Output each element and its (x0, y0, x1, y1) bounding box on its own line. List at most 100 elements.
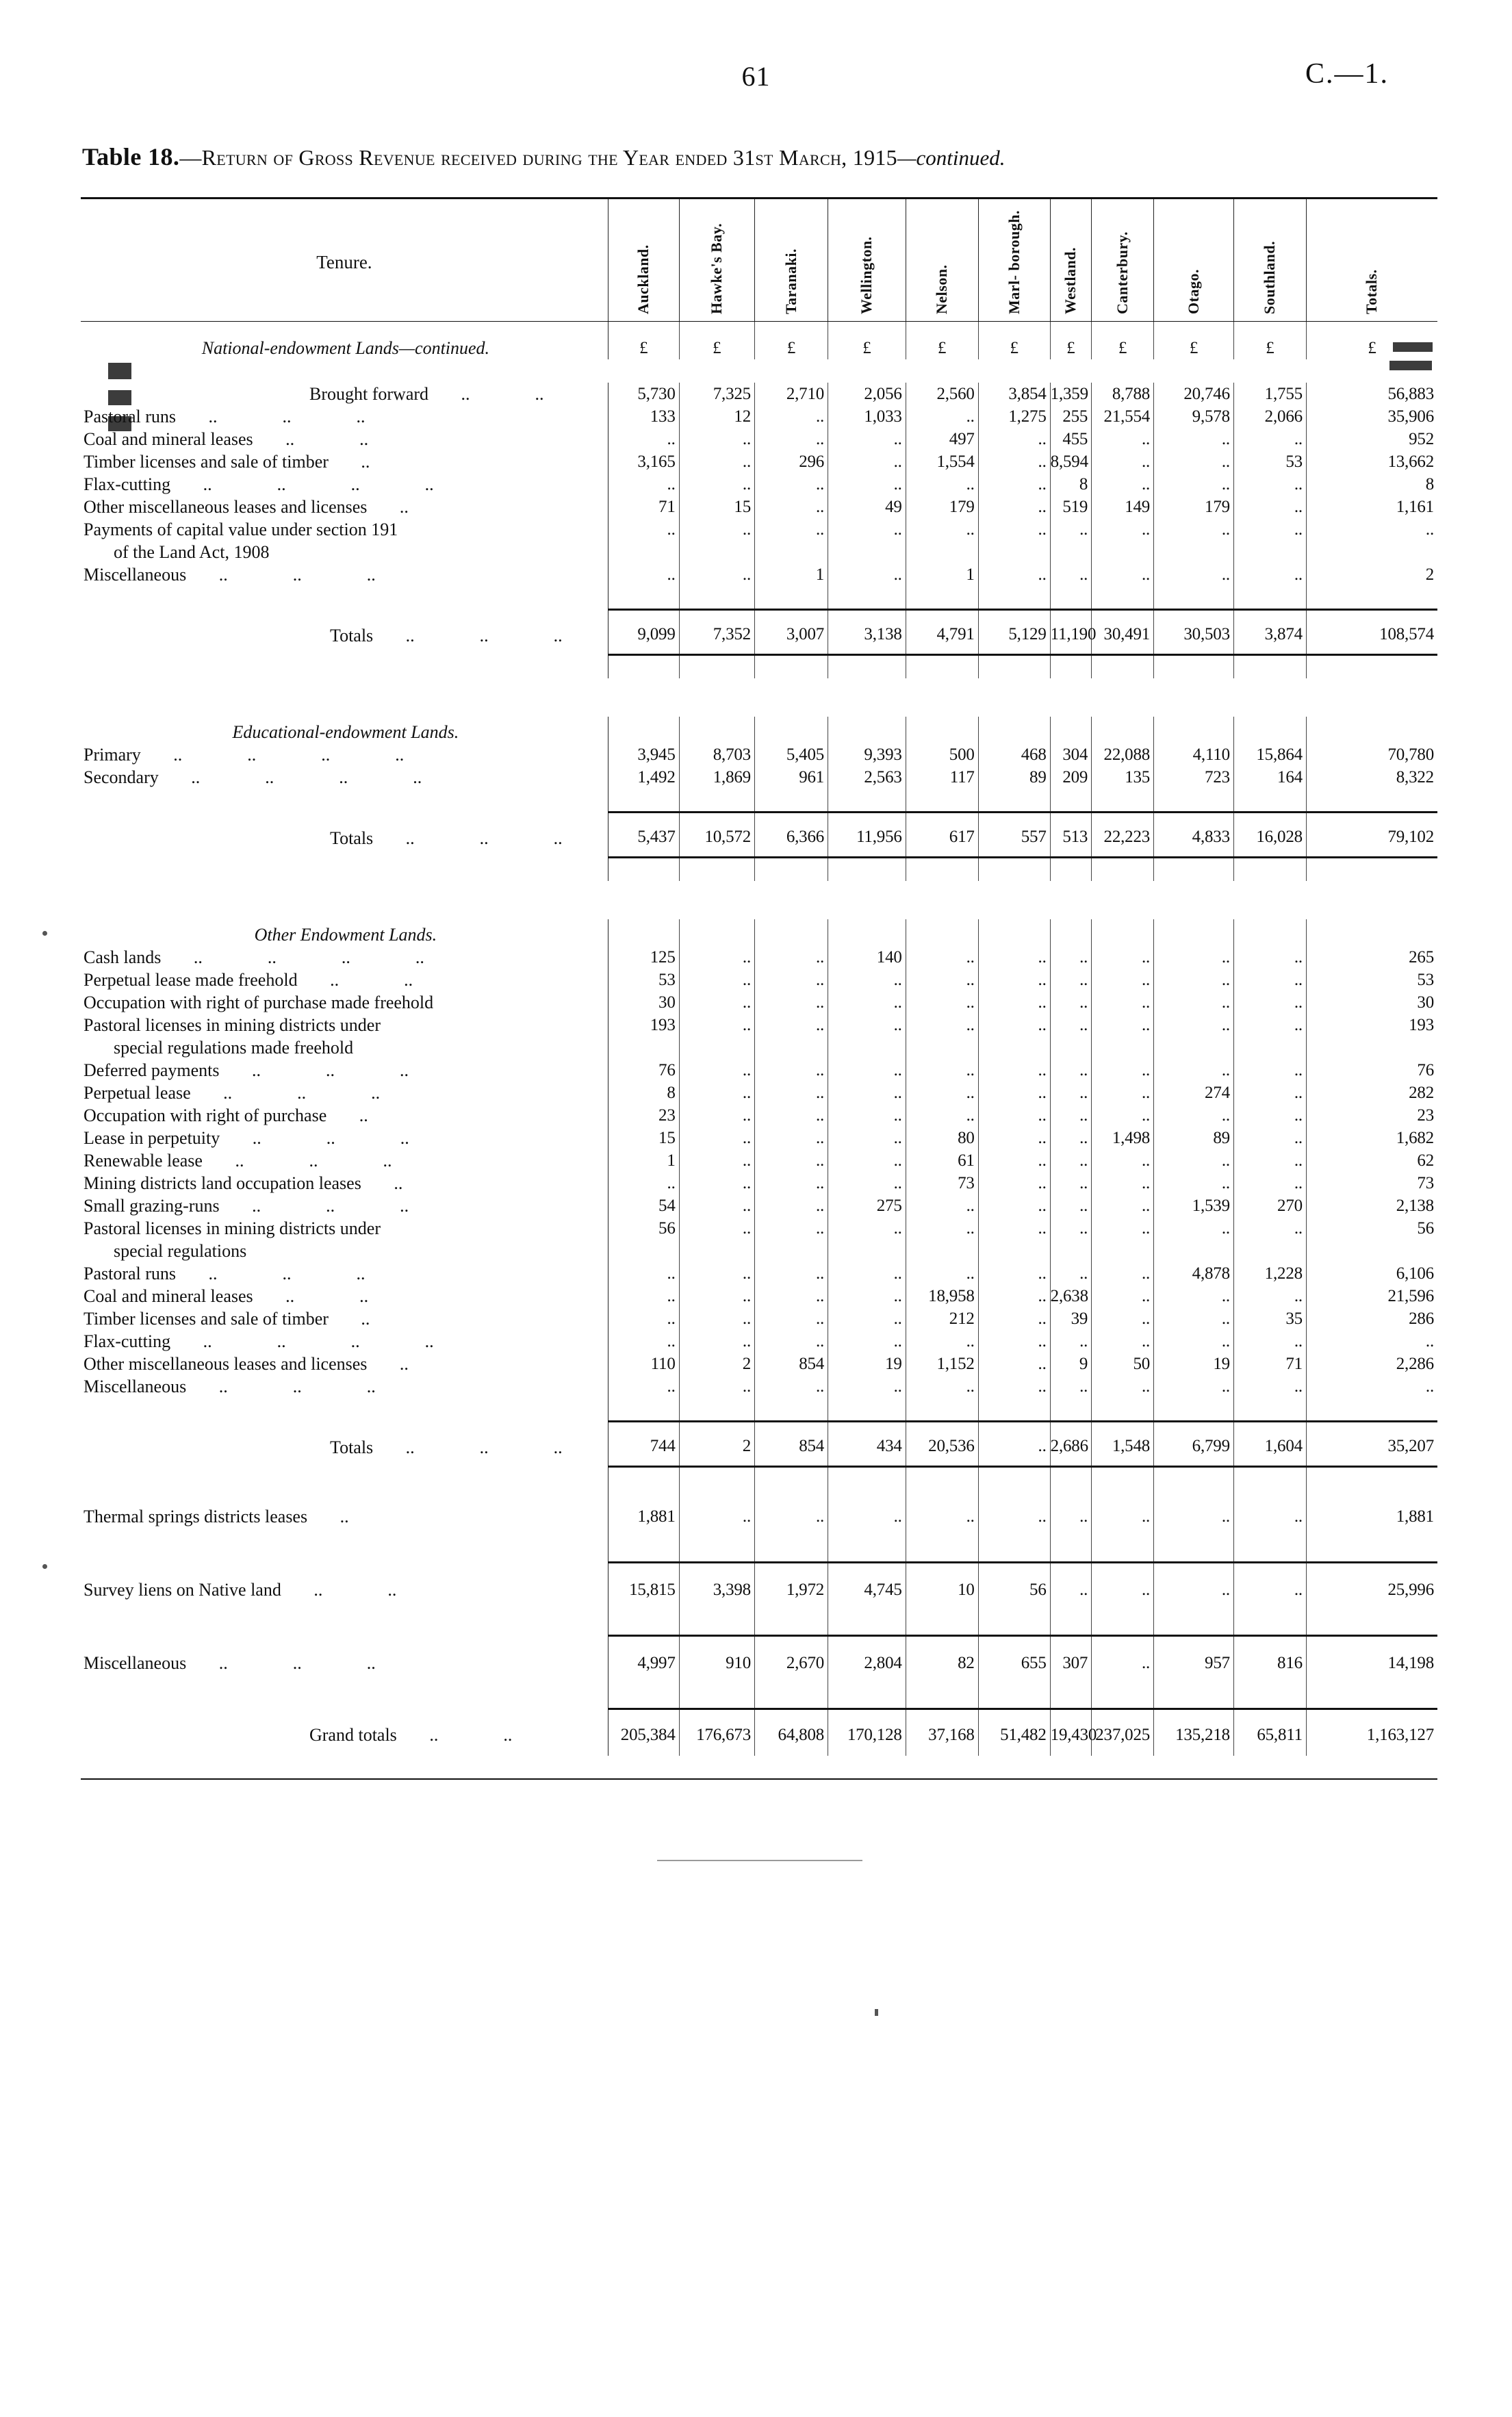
table-cell-value: .. (754, 946, 828, 969)
table-cell-value: .. (754, 1059, 828, 1082)
table-cell-empty (1153, 1240, 1234, 1262)
table-cell-empty (1154, 359, 1234, 383)
table-cell-value: 1,161 (1305, 496, 1437, 518)
table-cell-value: 8 (1049, 473, 1092, 496)
row-rule (81, 1539, 1437, 1563)
row-rule (81, 1685, 1437, 1710)
table-cell-value: .. (1153, 450, 1234, 473)
table-cell-value: .. (1049, 1127, 1092, 1149)
totals-value: 30,491 (1091, 609, 1154, 655)
table-cell-empty (905, 1036, 979, 1059)
table-cell-value: .. (1091, 1635, 1154, 1685)
scan-artifact-dot (42, 931, 47, 936)
table-cell-value: 10 (905, 1562, 979, 1612)
table-cell-value: .. (754, 473, 828, 496)
table-cell-value: 89 (977, 766, 1051, 789)
table-cell-value: 8,594 (1049, 450, 1092, 473)
table-cell-value: 135 (1091, 766, 1154, 789)
row-rule-cell (905, 1685, 979, 1710)
table-cell-value: 23 (607, 1104, 680, 1127)
header-label: Southland. (1261, 240, 1279, 314)
table-cell-empty (678, 1036, 755, 1059)
table-cell-value: 18,958 (905, 1285, 979, 1307)
section-rule (977, 654, 1051, 678)
totals-value: 617 (905, 812, 979, 858)
table-cell-empty (1049, 541, 1092, 563)
row-label: Brought forward.... (309, 384, 544, 404)
section-rule (977, 1466, 1051, 1490)
table-cell-empty (1091, 717, 1154, 743)
closing-rule-cell (1233, 1756, 1307, 1780)
table-cell-value: .. (977, 1127, 1051, 1149)
section-totals-row: Totals...... 5,437 10,572 6,366 11,956 617 557… (81, 812, 1437, 858)
table-cell-empty (678, 541, 755, 563)
section-rule (607, 856, 680, 881)
table-cell-value: 179 (1153, 496, 1234, 518)
column-header-auckland: Auckland. (607, 197, 680, 322)
table-cell-value: .. (1091, 1217, 1154, 1240)
section-rule (607, 586, 680, 611)
header-label: Totals. (1363, 269, 1381, 314)
row-rule (81, 1612, 1437, 1637)
table-cell-empty (828, 359, 906, 383)
table-cell-empty (1306, 881, 1437, 919)
row-label-continued: special regulations made freehold (114, 1038, 354, 1058)
closing-rule-cell (1153, 1756, 1234, 1780)
table-cell-value: .. (977, 1172, 1051, 1194)
table-cell-value: .. (905, 1014, 979, 1036)
section-rule (1153, 789, 1234, 813)
table-cell-value: 117 (905, 766, 979, 789)
table-cell-value: 1,869 (678, 766, 755, 789)
totals-value: 20,536 (905, 1421, 979, 1467)
grand-totals-row: Grand totals.... 205,384 176,673 64,808 170,… (81, 1709, 1437, 1756)
table-row: Pastoral licenses in mining districts un… (81, 1217, 1437, 1240)
table-cell-value: 62 (1305, 1149, 1437, 1172)
table-cell-value: .. (828, 1014, 906, 1036)
row-label: Timber licenses and sale of timber.. (84, 452, 370, 472)
header-label: Nelson. (933, 264, 951, 314)
table-cell-value: .. (1091, 1104, 1154, 1127)
section-rule (905, 1398, 979, 1422)
spacer-cell (81, 881, 608, 919)
table-cell-empty (1153, 541, 1234, 563)
grand-totals-value: 65,811 (1233, 1709, 1307, 1756)
table-cell-value: .. (1049, 1262, 1092, 1285)
table-cell-empty (1233, 541, 1307, 563)
section-rule (1091, 1398, 1154, 1422)
table-cell-value: .. (607, 1307, 680, 1330)
table-cell-value: .. (607, 1330, 680, 1353)
row-label: Miscellaneous...... (84, 1653, 376, 1673)
table-cell-value: .. (1049, 1014, 1092, 1036)
table-cell-value: .. (754, 496, 828, 518)
table-cell-value: .. (905, 946, 979, 969)
table-cell-value: .. (754, 1172, 828, 1194)
table-label: Table 18. (82, 143, 180, 170)
totals-value: 1,604 (1233, 1421, 1307, 1467)
row-label-continued: of the Land Act, 1908 (114, 542, 270, 562)
section-rule (828, 1398, 906, 1422)
table-cell-value: .. (754, 1285, 828, 1307)
row-rule-cell (1305, 1612, 1437, 1637)
table-cell-value: 5,405 (754, 743, 828, 766)
totals-value: .. (977, 1421, 1051, 1467)
table-cell-value: 2,638 (1049, 1285, 1092, 1307)
table-cell-value: 2,710 (754, 383, 828, 405)
spacer-row (81, 881, 1437, 919)
currency-symbol: £ (1049, 321, 1092, 359)
section-rule (1049, 586, 1092, 611)
table-cell-value: .. (828, 1059, 906, 1082)
grand-totals-value: 51,482 (977, 1709, 1051, 1756)
table-cell-value: .. (678, 428, 755, 450)
table-cell-value: 8,703 (678, 743, 755, 766)
table-cell-value: .. (1091, 1172, 1154, 1194)
header-label: Marl- borough. (1005, 209, 1023, 314)
table-cell-empty (1153, 919, 1234, 946)
table-cell-value: .. (607, 563, 680, 586)
section-rule (754, 789, 828, 813)
table-cell-value: .. (1233, 1082, 1307, 1104)
table-cell-value: 4,997 (607, 1635, 680, 1685)
table-cell-value: .. (678, 969, 755, 991)
table-cell-value: 110 (607, 1353, 680, 1375)
table-cell-value: .. (1049, 1194, 1092, 1217)
rule-spacer (81, 789, 608, 813)
